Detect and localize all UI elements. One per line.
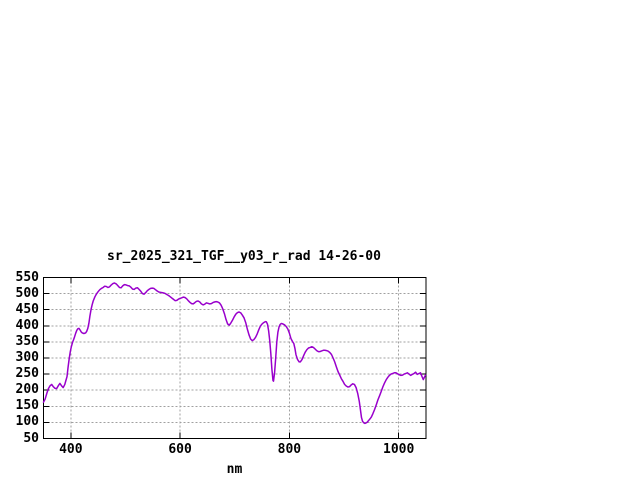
- y-tick-label: 550: [15, 269, 39, 285]
- y-tick-label: 350: [15, 333, 39, 349]
- x-tick-label: 400: [59, 442, 83, 457]
- y-tick-label: 450: [15, 301, 39, 317]
- plot-border: [43, 277, 427, 439]
- y-tick-label: 50: [23, 430, 39, 446]
- chart-title: sr_2025_321_TGF__y03_r_rad 14-26-00: [107, 249, 381, 264]
- spectrum-curve: [42, 282, 427, 425]
- x-tick-label: 800: [277, 442, 302, 457]
- y-tick-label: 100: [15, 414, 39, 430]
- x-axis-label: nm: [226, 462, 243, 477]
- y-tick-label: 500: [15, 285, 39, 301]
- x-tick-label: 1000: [383, 442, 415, 457]
- y-tick-label: 250: [15, 366, 39, 382]
- y-tick-label: 150: [15, 398, 39, 414]
- x-tick-label: 600: [168, 442, 192, 457]
- y-tick-label: 400: [15, 317, 39, 333]
- y-tick-label: 200: [15, 382, 39, 398]
- y-tick-label: 300: [15, 350, 39, 365]
